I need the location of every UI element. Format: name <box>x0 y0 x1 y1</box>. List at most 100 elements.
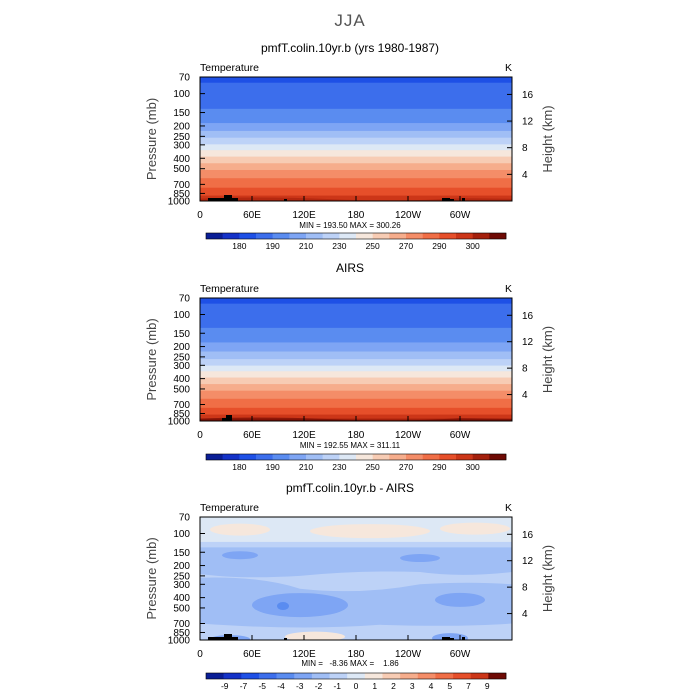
panel-title: pmfT.colin.10yr.b (yrs 1980-1987) <box>261 41 439 55</box>
colorbar-label: 3 <box>410 681 415 691</box>
y-tick-label: 300 <box>173 580 190 591</box>
colorbar-segment <box>372 454 390 460</box>
contour-field <box>200 77 512 201</box>
contour-band <box>200 327 512 344</box>
contour-band <box>200 108 512 125</box>
units-label: K <box>505 62 512 74</box>
colorbar-label: -9 <box>221 681 229 691</box>
colorbar-segment <box>256 233 273 239</box>
topography <box>224 634 232 640</box>
y-tick-label: 1000 <box>168 636 191 647</box>
y-tick-label: 500 <box>173 384 190 395</box>
colorbar-segment <box>364 673 383 679</box>
height-tick-label: 12 <box>522 117 534 128</box>
y-tick-label: 70 <box>179 73 191 84</box>
y-axis-label-right: Height (km) <box>540 105 555 172</box>
colorbar-segment <box>256 454 273 460</box>
colorbar-segment <box>329 673 348 679</box>
height-tick-label: 8 <box>522 583 528 594</box>
height-tick-label: 12 <box>522 337 534 348</box>
y-tick-label: 100 <box>173 89 190 100</box>
colorbar-segment <box>406 454 423 460</box>
y-tick-label: 100 <box>173 529 190 540</box>
colorbar-label: 210 <box>299 241 313 251</box>
colorbar-frame <box>205 453 507 461</box>
contour-field <box>200 298 512 421</box>
topography <box>442 637 450 640</box>
colorbar-segment <box>372 233 390 239</box>
colorbar-label: 9 <box>485 681 490 691</box>
y-tick-label: 1000 <box>168 197 191 208</box>
colorbar-segment <box>339 454 357 460</box>
colorbar-segment <box>382 673 401 679</box>
contour-band <box>200 197 512 201</box>
height-tick-label: 4 <box>522 170 528 181</box>
variable-label: Temperature <box>200 283 259 295</box>
colorbar-label: 2 <box>391 681 396 691</box>
y-axis-label: Pressure (mb) <box>144 318 159 400</box>
colorbar-label: 250 <box>366 462 380 472</box>
y-tick-label: 250 <box>173 352 190 363</box>
panel-1: pmfT.colin.10yr.b (yrs 1980-1987)Tempera… <box>144 41 555 251</box>
contour-band <box>200 377 512 386</box>
topography <box>208 637 224 640</box>
topography <box>442 198 450 201</box>
x-tick-label: 0 <box>197 649 203 660</box>
y-tick-label: 400 <box>173 154 190 165</box>
x-tick-label: 60W <box>450 430 471 441</box>
topography <box>208 198 224 201</box>
x-tick-label: 0 <box>197 430 203 441</box>
contour-band <box>200 303 512 329</box>
height-tick-label: 4 <box>522 609 528 620</box>
colorbar-segment <box>439 454 457 460</box>
contour-band <box>200 351 512 361</box>
contour-band <box>277 602 289 611</box>
colorbar-segment <box>422 454 440 460</box>
contour-band <box>200 178 512 189</box>
variable-label: Temperature <box>200 502 259 514</box>
figure-title: JJA <box>334 11 366 30</box>
contour-band <box>432 633 468 640</box>
min-max-text: MIN = -8.36 MAX = 1.86 <box>301 659 399 668</box>
colorbar-segment <box>489 454 507 460</box>
colorbar-label: 300 <box>466 462 480 472</box>
y-tick-label: 500 <box>173 164 190 175</box>
y-tick-label: 700 <box>173 619 190 630</box>
colorbar-label: 190 <box>266 241 280 251</box>
topography <box>450 638 454 640</box>
colorbar-segment <box>389 454 407 460</box>
topography <box>232 198 238 201</box>
contour-band <box>200 163 512 172</box>
colorbar-label: 210 <box>299 462 313 472</box>
y-axis-label-right: Height (km) <box>540 326 555 393</box>
height-tick-label: 8 <box>522 143 528 154</box>
colorbar-segment <box>453 673 472 679</box>
contour-band <box>200 371 512 379</box>
colorbar-segment <box>241 673 260 679</box>
colorbar-segment <box>239 233 257 239</box>
contour-band <box>222 551 258 560</box>
x-tick-label: 60W <box>450 649 471 660</box>
y-axis-label: Pressure (mb) <box>144 537 159 619</box>
contour-band <box>400 554 440 563</box>
colorbar-label: 0 <box>354 681 359 691</box>
colorbar-frame <box>205 232 507 240</box>
height-tick-label: 16 <box>522 311 534 322</box>
contour-band <box>200 150 512 158</box>
colorbar-segment <box>456 233 473 239</box>
contour-band <box>200 82 512 110</box>
x-tick-label: 60E <box>243 430 261 441</box>
contour-band <box>200 398 512 409</box>
units-label: K <box>505 283 512 295</box>
height-tick-label: 16 <box>522 90 534 101</box>
colorbar-segment <box>272 454 290 460</box>
colorbar-segment <box>417 673 436 679</box>
y-axis-label-right: Height (km) <box>540 545 555 612</box>
topography <box>232 637 238 640</box>
contour-band <box>200 123 512 132</box>
colorbar-segment <box>306 233 323 239</box>
colorbar-label: -5 <box>258 681 266 691</box>
colorbar-segment <box>489 233 507 239</box>
